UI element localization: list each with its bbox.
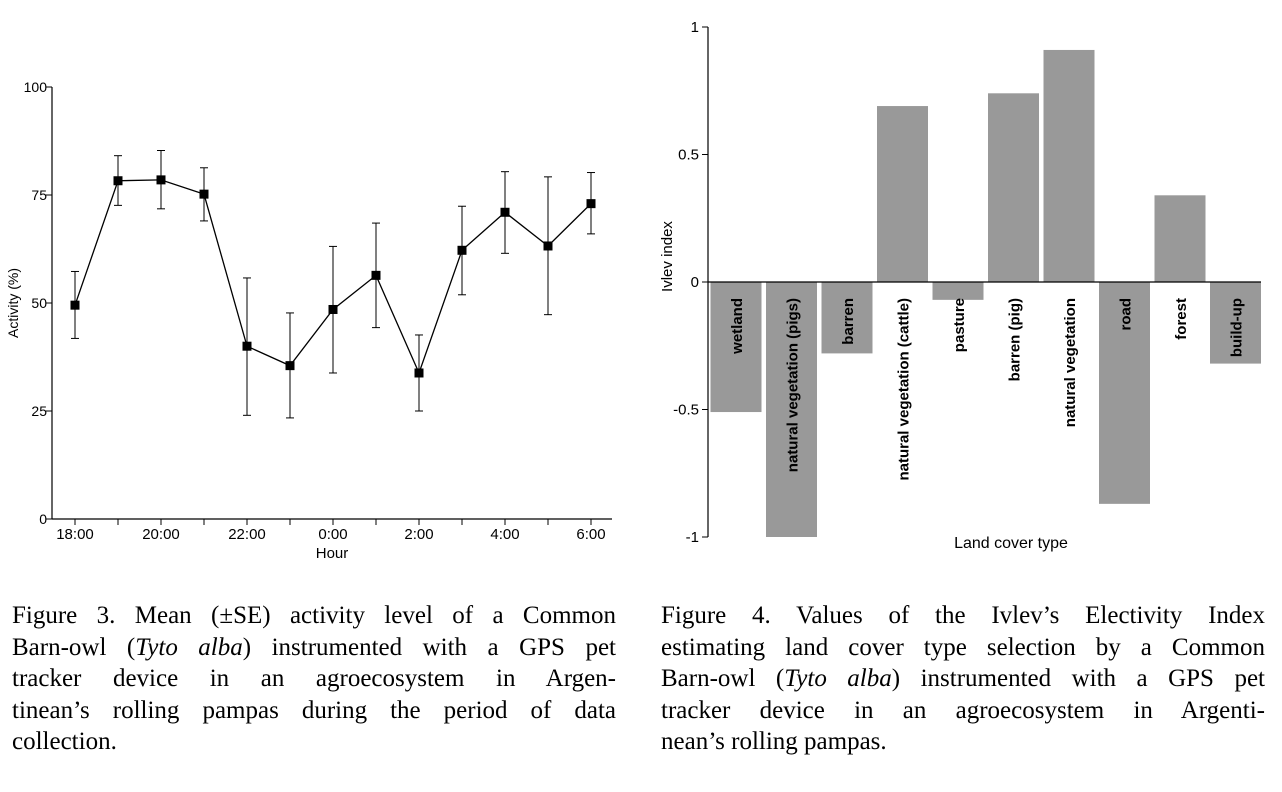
caption-line: tinean’s rolling pampas during the perio… — [12, 695, 616, 727]
y-axis-label: Activity (%) — [5, 268, 21, 338]
data-point — [414, 368, 424, 378]
data-point — [113, 176, 123, 186]
caption-text: nean’s rolling pampas. — [661, 728, 887, 755]
bar — [988, 93, 1039, 282]
caption-line: collection. — [12, 726, 616, 758]
bar — [877, 106, 928, 282]
x-axis-label: Hour — [316, 545, 349, 562]
bar — [766, 282, 817, 537]
x-tick-label: 0:00 — [318, 526, 347, 543]
y-tick-label: 0 — [39, 511, 47, 527]
bar — [1210, 282, 1261, 364]
caption-text: Barn-owl ( — [661, 665, 785, 692]
data-point — [457, 245, 467, 255]
y-tick-label: -1 — [686, 529, 699, 546]
y-tick-label: 25 — [31, 403, 47, 419]
figure-3-caption: Figure 3. Mean (±SE) activity level of a… — [12, 600, 616, 758]
data-point — [328, 304, 338, 314]
y-tick-label: 0 — [691, 274, 699, 291]
bar — [932, 282, 984, 300]
caption-italic-text: Tyto alba — [784, 665, 892, 692]
data-point — [242, 341, 252, 351]
data-point — [543, 241, 553, 251]
category-label: wetland — [729, 298, 746, 355]
caption-text: tinean’s rolling pampas during the perio… — [12, 696, 616, 724]
category-label: pasture — [951, 298, 968, 352]
category-label: barren (pig) — [1007, 298, 1024, 381]
caption-line: tracker device in an agroecosystem in Ar… — [12, 663, 616, 695]
bar — [1099, 282, 1150, 504]
caption-italic-text: Tyto alba — [135, 633, 243, 661]
category-label: forest — [1173, 298, 1190, 340]
bar — [821, 282, 873, 354]
x-tick-label: 18:00 — [56, 526, 94, 543]
caption-text: estimating land cover type selection by … — [661, 633, 1265, 661]
caption-text: Barn-owl ( — [12, 633, 136, 661]
caption-line: Barn-owl (Tyto alba) instrumented with a… — [12, 632, 616, 664]
activity-line-chart: 0 25 50 75 100 18:00 20:00 22:00 0:00 2:00 4:00 6:0… — [5, 79, 612, 562]
ivlev-bar-chart: -1 -0.5 0 0.5 1 wetland natural vegetation (pi… — [659, 19, 1261, 552]
caption-text: ) instrumented with a GPS pet — [242, 633, 616, 661]
y-axis-label: Ivlev index — [659, 221, 676, 292]
x-tick-label: 2:00 — [404, 526, 433, 543]
caption-line: tracker device in an agroecosystem in Ar… — [661, 695, 1265, 727]
category-label: natural vegetation (pigs) — [785, 298, 802, 472]
y-tick-label: 100 — [24, 79, 48, 95]
x-tick-label: 22:00 — [228, 526, 266, 543]
bar — [1043, 49, 1095, 283]
caption-text: Figure 3. Mean (±SE) activity level of a… — [12, 602, 616, 629]
category-label: road — [1118, 298, 1135, 331]
caption-text: tracker device in an agroecosystem in Ar… — [661, 696, 1265, 724]
caption-text: ) instrumented with a GPS pet — [891, 665, 1265, 692]
caption-line: estimating land cover type selection by … — [661, 632, 1265, 664]
data-point — [70, 300, 80, 310]
category-label: natural vegetation — [1062, 298, 1079, 427]
data-point — [586, 199, 596, 209]
data-point — [500, 207, 510, 217]
y-tick-label: 75 — [31, 187, 47, 203]
data-point — [199, 189, 209, 199]
caption-line: Figure 4. Values of the Ivlev’s Electivi… — [661, 600, 1265, 632]
caption-line: Barn-owl (Tyto alba) instrumented with a… — [661, 663, 1265, 695]
caption-line: nean’s rolling pampas. — [661, 726, 1265, 758]
bar — [710, 282, 762, 413]
bar — [1154, 195, 1206, 282]
caption-text: Figure 4. Values of the Ivlev’s Electivi… — [661, 602, 1265, 629]
caption-text: tracker device in an agroecosystem in Ar… — [12, 665, 616, 692]
y-tick-label: -0.5 — [673, 402, 699, 419]
data-point — [156, 175, 166, 185]
x-tick-label: 4:00 — [490, 526, 519, 543]
category-label: barren — [840, 298, 857, 345]
x-axis-label: Land cover type — [954, 535, 1068, 552]
y-tick-label: 50 — [31, 295, 47, 311]
category-label: build-up — [1229, 298, 1246, 357]
figure-4-caption: Figure 4. Values of the Ivlev’s Electivi… — [661, 600, 1265, 758]
y-tick-label: 1 — [691, 19, 699, 36]
x-tick-label: 6:00 — [576, 526, 605, 543]
x-tick-label: 20:00 — [142, 526, 180, 543]
category-label: natural vegetation (cattle) — [896, 298, 913, 481]
data-point — [285, 361, 295, 371]
caption-line: Figure 3. Mean (±SE) activity level of a… — [12, 600, 616, 632]
caption-text: collection. — [12, 728, 117, 755]
data-point — [371, 270, 381, 280]
y-tick-label: 0.5 — [678, 147, 699, 164]
